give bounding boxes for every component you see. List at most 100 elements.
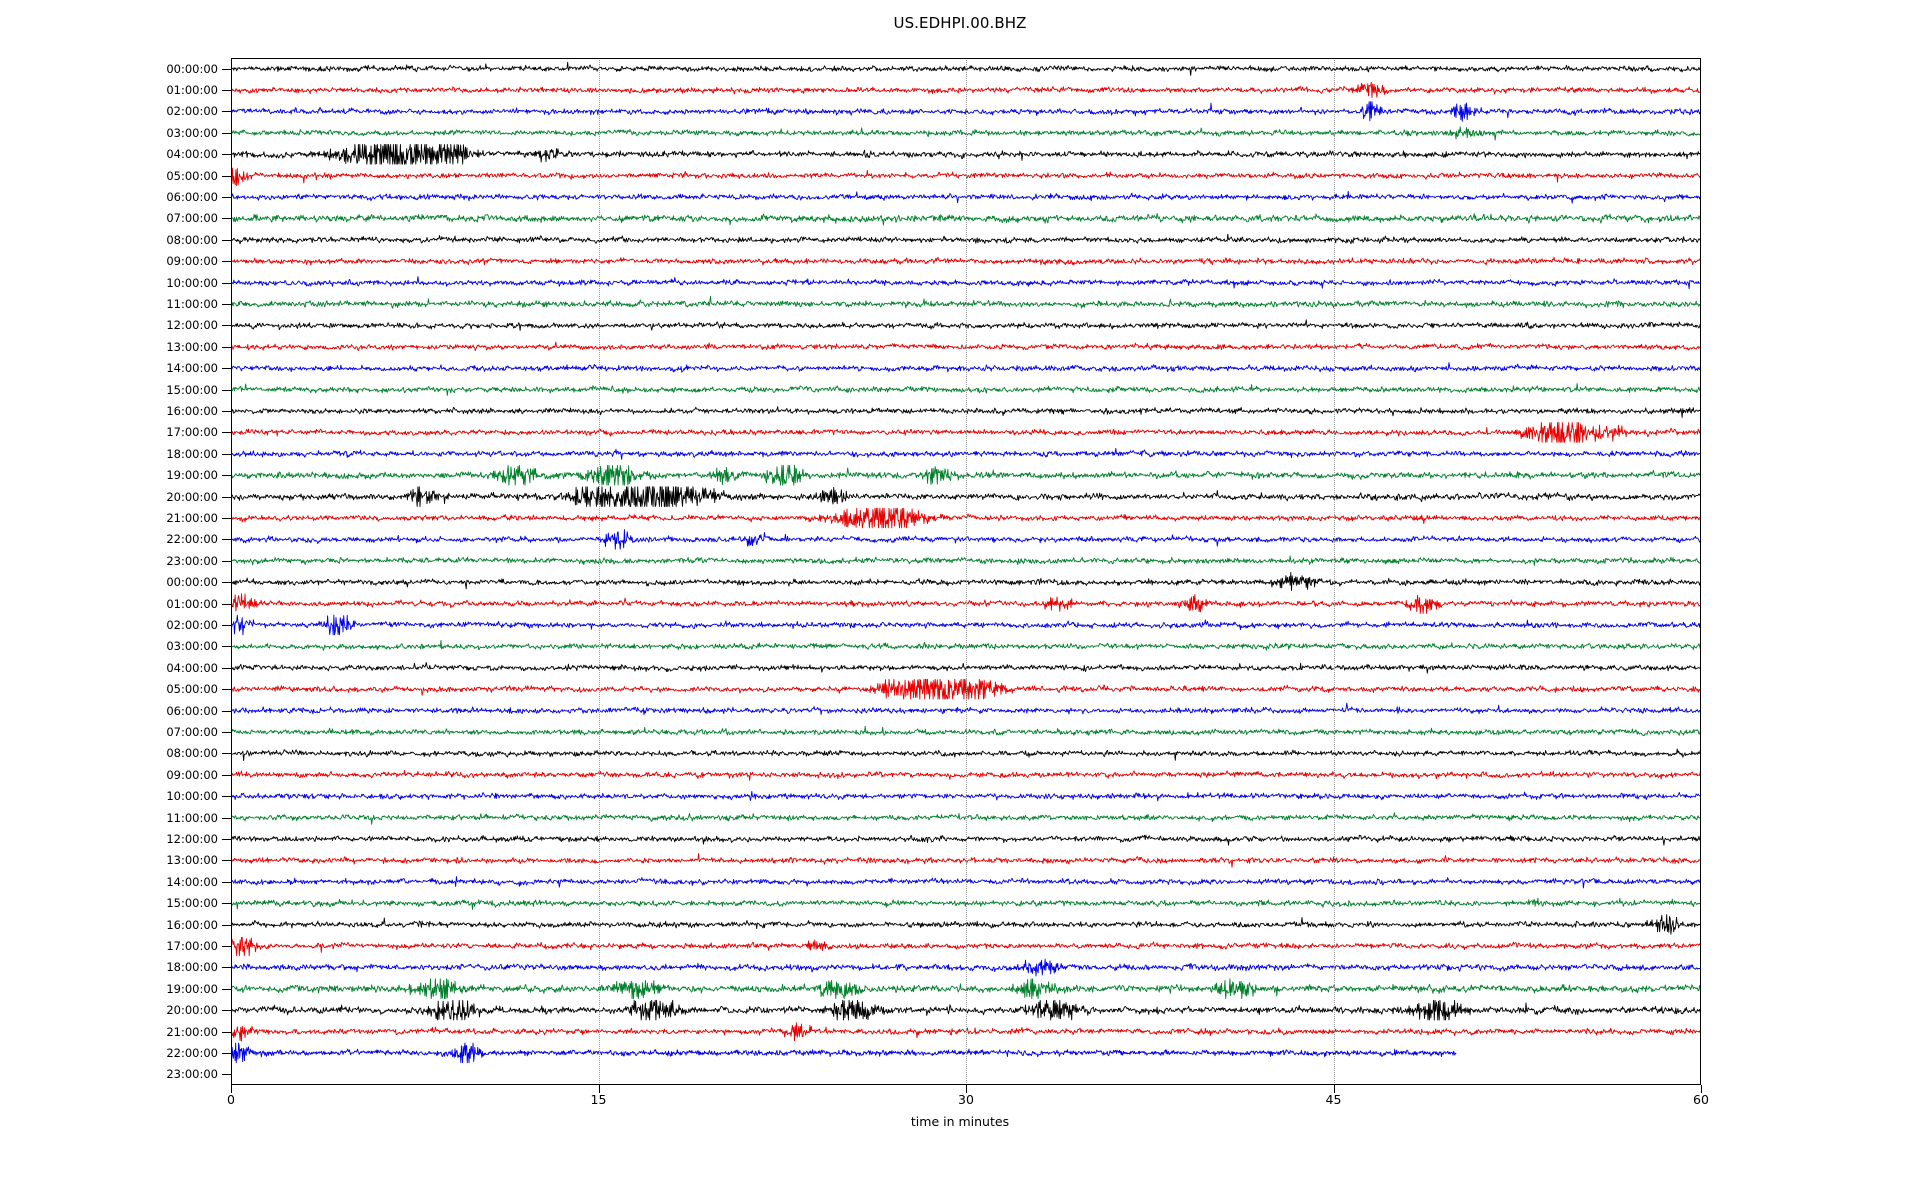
y-axis-tick-label: 15:00:00 xyxy=(166,896,218,911)
y-axis-tick-label: 10:00:00 xyxy=(166,789,218,804)
x-axis-tick-label: 15 xyxy=(590,1092,607,1107)
y-axis-tick-label: 12:00:00 xyxy=(166,831,218,846)
y-axis-tick-mark xyxy=(222,475,231,477)
y-axis-tick-label: 06:00:00 xyxy=(166,703,218,718)
y-axis-tick-mark xyxy=(222,731,231,733)
y-axis-tick-label: 08:00:00 xyxy=(166,746,218,761)
x-axis-tick-label: 60 xyxy=(1693,1092,1709,1107)
y-axis-tick-label: 15:00:00 xyxy=(166,382,218,397)
x-axis-tick-label: 0 xyxy=(227,1092,235,1107)
y-axis-tick-label: 16:00:00 xyxy=(166,404,218,419)
y-axis-tick-label: 14:00:00 xyxy=(166,874,218,889)
y-axis-tick-label: 19:00:00 xyxy=(166,981,218,996)
y-axis-tick-label: 07:00:00 xyxy=(166,211,218,226)
y-axis-tick-label: 18:00:00 xyxy=(166,446,218,461)
y-axis-tick-mark xyxy=(222,197,231,199)
y-axis-tick-mark xyxy=(222,282,231,284)
y-axis-tick-mark xyxy=(222,154,231,156)
y-axis-tick-label: 05:00:00 xyxy=(166,682,218,697)
y-axis-tick-mark xyxy=(222,689,231,691)
y-axis-tick-mark xyxy=(222,945,231,947)
y-axis-tick-mark xyxy=(222,710,231,712)
y-axis-tick-mark xyxy=(222,1031,231,1033)
y-axis-tick-mark xyxy=(222,368,231,370)
y-axis-tick-label: 14:00:00 xyxy=(166,361,218,376)
y-axis-tick-label: 22:00:00 xyxy=(166,1045,218,1060)
y-axis-tick-mark xyxy=(222,132,231,134)
y-axis-tick-label: 17:00:00 xyxy=(166,425,218,440)
y-axis-tick-label: 21:00:00 xyxy=(166,1024,218,1039)
y-axis-tick-label: 16:00:00 xyxy=(166,917,218,932)
trace-line xyxy=(231,1042,1457,1064)
y-axis-tick-mark xyxy=(222,304,231,306)
y-axis-tick-label: 02:00:00 xyxy=(166,104,218,119)
gridline xyxy=(1333,58,1336,1085)
y-axis-tick-label: 23:00:00 xyxy=(166,553,218,568)
y-axis-tick-mark xyxy=(222,68,231,70)
y-axis-tick-mark xyxy=(222,539,231,541)
y-axis-tick-mark xyxy=(222,218,231,220)
x-axis-tick-mark xyxy=(966,1085,967,1093)
y-axis-tick-label: 10:00:00 xyxy=(166,275,218,290)
y-axis-tick-mark xyxy=(222,518,231,519)
y-axis-tick-mark xyxy=(222,239,231,241)
x-axis-tick-mark xyxy=(1333,1085,1335,1093)
y-axis-tick-label: 21:00:00 xyxy=(166,511,218,525)
y-axis-tick-label: 23:00:00 xyxy=(166,1067,218,1082)
x-axis-tick-mark xyxy=(1701,1085,1702,1093)
y-axis-tick-label: 04:00:00 xyxy=(166,147,218,162)
gridline xyxy=(966,58,968,1085)
y-axis-tick-mark xyxy=(222,603,231,605)
y-axis-tick-mark xyxy=(222,753,231,755)
x-axis-tick-label: 45 xyxy=(1325,1092,1342,1107)
y-axis-tick-mark xyxy=(222,1052,231,1054)
y-axis-tick-mark xyxy=(222,860,231,862)
y-axis-tick-label: 09:00:00 xyxy=(166,254,218,269)
y-axis-tick-mark xyxy=(222,111,231,113)
y-axis-tick-label: 20:00:00 xyxy=(166,1003,218,1018)
y-axis-tick-label: 06:00:00 xyxy=(166,190,218,205)
y-axis-tick-mark xyxy=(222,817,231,819)
page-title: US.EDHPI.00.BHZ xyxy=(893,14,1027,32)
y-axis-tick-mark xyxy=(222,90,231,92)
y-axis-tick-mark xyxy=(222,624,231,626)
y-axis-tick-label: 12:00:00 xyxy=(166,318,218,333)
y-axis-tick-mark xyxy=(222,411,231,413)
y-axis-tick-label: 01:00:00 xyxy=(166,596,218,611)
y-axis-tick-mark xyxy=(222,432,231,434)
y-axis-tick-mark xyxy=(222,261,231,263)
y-axis-tick-mark xyxy=(222,646,231,648)
y-axis-tick-mark xyxy=(222,1074,231,1076)
y-axis-tick-label: 20:00:00 xyxy=(166,489,218,504)
y-axis-tick-mark xyxy=(222,967,231,969)
y-axis-tick-mark xyxy=(222,389,231,391)
y-axis-tick-label: 07:00:00 xyxy=(166,724,218,739)
y-axis-tick-label: 22:00:00 xyxy=(166,532,218,547)
y-axis-tick-mark xyxy=(222,582,231,584)
y-axis-tick-mark xyxy=(222,924,231,926)
y-axis-tick-label: 00:00:00 xyxy=(166,61,218,76)
y-axis-tick-mark xyxy=(222,903,231,905)
y-axis-tick-mark xyxy=(222,667,231,669)
y-axis-tick-label: 03:00:00 xyxy=(166,639,218,654)
y-axis-tick-mark xyxy=(222,774,231,776)
y-axis-tick-mark xyxy=(222,453,231,455)
y-axis-tick-mark xyxy=(222,496,231,498)
x-axis-label: time in minutes xyxy=(910,1114,1010,1129)
y-axis-tick-mark xyxy=(222,881,231,883)
y-axis-tick-label: 19:00:00 xyxy=(166,468,218,483)
y-axis-tick-mark xyxy=(222,346,231,348)
y-axis-tick-label: 11:00:00 xyxy=(166,297,218,312)
y-axis-tick-label: 00:00:00 xyxy=(166,575,218,590)
y-axis-tick-mark xyxy=(222,1010,231,1012)
x-axis-tick-label: 30 xyxy=(958,1092,974,1107)
y-axis-tick-label: 11:00:00 xyxy=(166,810,218,825)
x-axis-tick-mark xyxy=(598,1085,600,1093)
y-axis-tick-label: 09:00:00 xyxy=(166,767,218,782)
y-axis-tick-mark xyxy=(222,838,231,840)
y-axis-tick-label: 05:00:00 xyxy=(166,168,218,183)
y-axis-tick-mark xyxy=(222,175,231,177)
y-axis-tick-mark xyxy=(222,325,231,327)
y-axis-tick-label: 18:00:00 xyxy=(166,960,218,975)
